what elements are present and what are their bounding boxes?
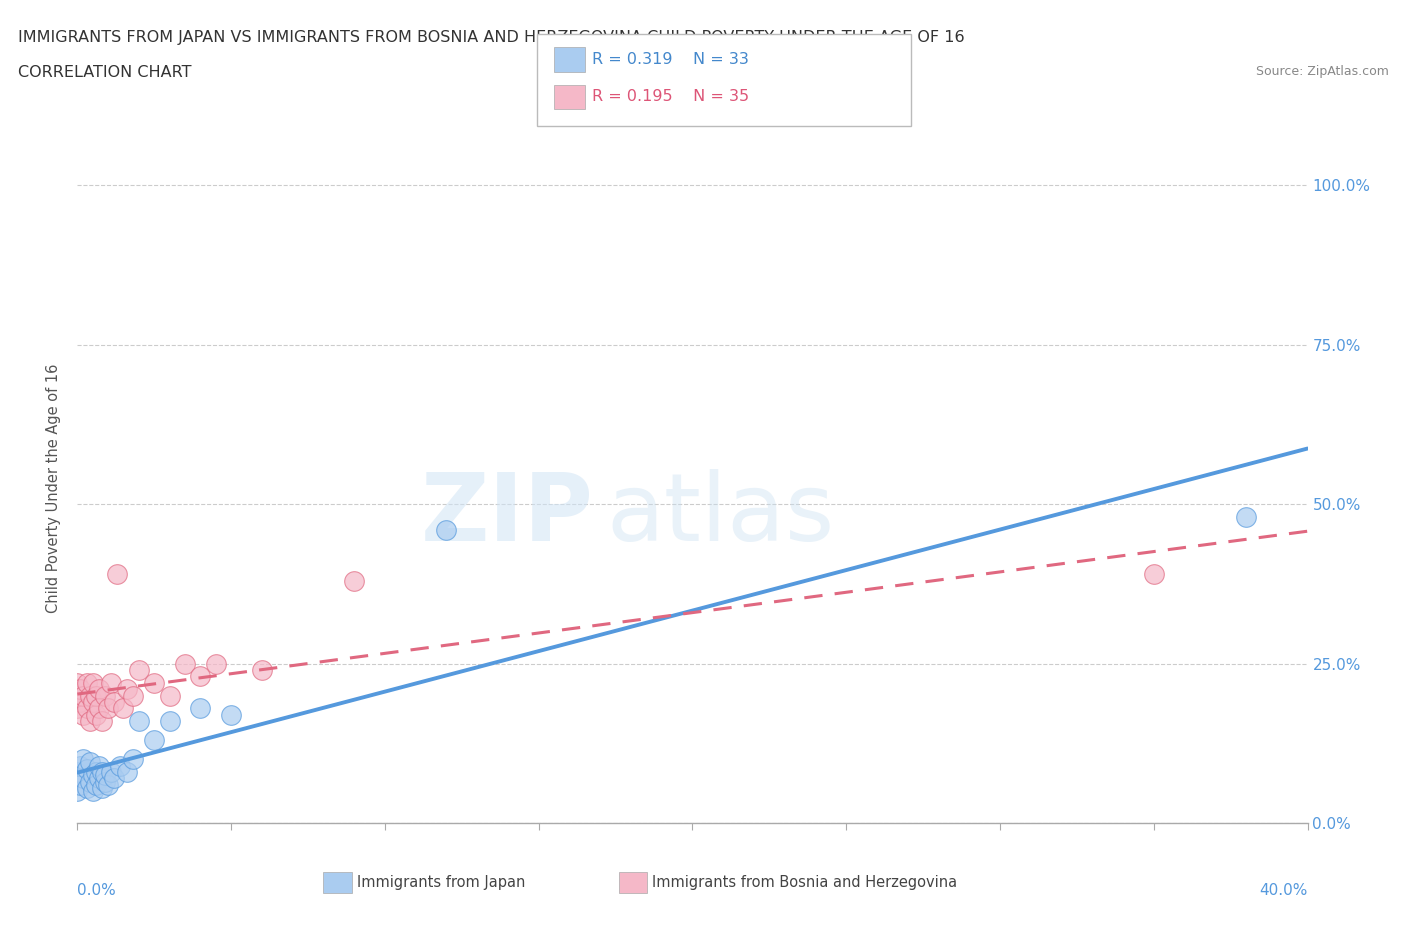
Point [76,762,98,777]
Point [103,771,125,786]
Point [90,713,114,728]
Point [72,688,94,703]
Point [72,707,94,722]
Point [105,567,128,582]
Point [84,764,107,779]
Point [79,755,101,770]
Point [66,784,89,799]
Point [72,751,94,766]
Text: IMMIGRANTS FROM JAPAN VS IMMIGRANTS FROM BOSNIA AND HERZEGOVINA CHILD POVERTY UN: IMMIGRANTS FROM JAPAN VS IMMIGRANTS FROM… [18,30,965,45]
Text: atlas: atlas [606,469,835,561]
Point [87,758,110,773]
Point [219,707,242,722]
Point [66,764,89,779]
Point [110,758,132,773]
Point [76,701,98,716]
Point [128,662,150,677]
Point [84,777,107,792]
Point [436,523,458,538]
Point [188,669,212,684]
Point [94,768,117,783]
Point [100,675,122,690]
Point [94,774,117,789]
Text: CORRELATION CHART: CORRELATION CHART [18,65,191,80]
Point [82,768,104,783]
Point [76,675,98,690]
Point [76,780,98,795]
Point [87,771,110,786]
Point [94,688,117,703]
Point [82,695,104,710]
Point [69,682,91,697]
Point [87,701,110,716]
Point [82,675,104,690]
Point [79,713,101,728]
Text: Source: ZipAtlas.com: Source: ZipAtlas.com [1256,65,1389,78]
Point [84,707,107,722]
Point [66,701,89,716]
Text: Immigrants from Japan: Immigrants from Japan [357,875,526,890]
Point [103,695,125,710]
Point [100,764,122,779]
Point [79,774,101,789]
Point [97,777,120,792]
Point [84,688,107,703]
Point [87,682,110,697]
Point [112,701,135,716]
Point [82,784,104,799]
Point [66,688,89,703]
Point [143,675,166,690]
Point [121,751,143,766]
Point [79,688,101,703]
Y-axis label: Child Poverty Under the Age of 16: Child Poverty Under the Age of 16 [46,364,62,613]
Point [204,657,226,671]
Point [250,662,273,677]
Point [97,701,120,716]
Point [143,733,166,748]
Point [1234,510,1257,525]
Point [72,771,94,786]
Text: R = 0.319    N = 33: R = 0.319 N = 33 [592,52,749,67]
Point [159,713,181,728]
Text: 0.0%: 0.0% [77,884,117,898]
Point [159,688,181,703]
Point [128,713,150,728]
Point [115,682,138,697]
Point [69,777,91,792]
Point [115,764,138,779]
Text: Immigrants from Bosnia and Herzegovina: Immigrants from Bosnia and Herzegovina [652,875,957,890]
Text: R = 0.195    N = 35: R = 0.195 N = 35 [592,89,749,104]
Point [174,657,197,671]
Point [69,695,91,710]
Point [121,688,143,703]
Point [69,758,91,773]
Text: 40.0%: 40.0% [1260,884,1308,898]
Point [1143,567,1166,582]
Point [343,573,366,588]
Point [66,675,89,690]
Point [188,701,212,716]
Point [90,780,114,795]
Text: ZIP: ZIP [422,469,595,561]
Point [90,764,114,779]
